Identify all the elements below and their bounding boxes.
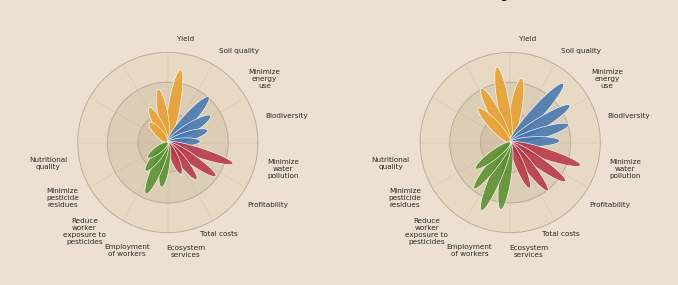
Polygon shape bbox=[510, 142, 565, 182]
Polygon shape bbox=[475, 142, 511, 169]
Polygon shape bbox=[498, 142, 513, 209]
Polygon shape bbox=[420, 52, 600, 233]
Polygon shape bbox=[167, 141, 233, 165]
Polygon shape bbox=[145, 142, 169, 194]
Polygon shape bbox=[149, 122, 168, 143]
Text: Minimize
energy
use: Minimize energy use bbox=[249, 69, 281, 89]
Text: Yield: Yield bbox=[177, 36, 194, 42]
Text: Ecosystem
services: Ecosystem services bbox=[508, 245, 548, 258]
Polygon shape bbox=[167, 115, 211, 143]
Text: Minimize
pesticide
residues: Minimize pesticide residues bbox=[388, 188, 422, 208]
Polygon shape bbox=[510, 141, 580, 166]
Polygon shape bbox=[481, 88, 511, 142]
Text: Soil quality: Soil quality bbox=[219, 48, 259, 54]
Polygon shape bbox=[147, 142, 168, 158]
Polygon shape bbox=[481, 113, 540, 172]
Text: Nutritional
quality: Nutritional quality bbox=[29, 157, 67, 170]
Polygon shape bbox=[145, 142, 168, 171]
Polygon shape bbox=[165, 70, 183, 142]
Polygon shape bbox=[167, 129, 207, 144]
Polygon shape bbox=[167, 97, 210, 143]
Polygon shape bbox=[510, 105, 570, 143]
Polygon shape bbox=[495, 67, 513, 142]
Polygon shape bbox=[157, 89, 170, 142]
Polygon shape bbox=[478, 108, 511, 143]
Text: Nutritional
quality: Nutritional quality bbox=[372, 157, 410, 170]
Text: Employment
of workers: Employment of workers bbox=[104, 244, 150, 257]
Polygon shape bbox=[78, 52, 258, 233]
Text: Reduce
worker
exposure to
pesticides: Reduce worker exposure to pesticides bbox=[63, 217, 106, 245]
Text: Profitability: Profitability bbox=[247, 201, 288, 208]
Polygon shape bbox=[510, 83, 563, 143]
Title: Conventional: Conventional bbox=[129, 0, 207, 1]
Polygon shape bbox=[510, 137, 560, 147]
Polygon shape bbox=[168, 138, 200, 146]
Text: Profitability: Profitability bbox=[590, 201, 631, 208]
Polygon shape bbox=[167, 142, 197, 180]
Text: Total costs: Total costs bbox=[542, 231, 580, 237]
Text: Reduce
worker
exposure to
pesticides: Reduce worker exposure to pesticides bbox=[405, 217, 448, 245]
Polygon shape bbox=[450, 82, 571, 203]
Text: Yield: Yield bbox=[519, 36, 536, 42]
Polygon shape bbox=[159, 142, 170, 187]
Text: Minimize
pesticide
residues: Minimize pesticide residues bbox=[46, 188, 79, 208]
Text: Minimize
energy
use: Minimize energy use bbox=[591, 69, 623, 89]
Polygon shape bbox=[480, 142, 511, 211]
Text: Employment
of workers: Employment of workers bbox=[447, 244, 492, 257]
Polygon shape bbox=[138, 113, 197, 172]
Text: Ecosystem
services: Ecosystem services bbox=[166, 245, 205, 258]
Polygon shape bbox=[510, 142, 549, 191]
Title: Organic: Organic bbox=[487, 0, 533, 1]
Polygon shape bbox=[107, 82, 228, 203]
Polygon shape bbox=[474, 142, 511, 189]
Polygon shape bbox=[167, 142, 182, 174]
Text: Total costs: Total costs bbox=[200, 231, 237, 237]
Polygon shape bbox=[509, 142, 530, 188]
Text: Biodiversity: Biodiversity bbox=[607, 113, 650, 119]
Text: Minimize
water
pollution: Minimize water pollution bbox=[267, 159, 299, 179]
Polygon shape bbox=[510, 123, 569, 144]
Polygon shape bbox=[167, 142, 216, 177]
Polygon shape bbox=[508, 79, 524, 142]
Text: Soil quality: Soil quality bbox=[561, 48, 601, 54]
Text: Minimize
water
pollution: Minimize water pollution bbox=[610, 159, 641, 179]
Polygon shape bbox=[148, 107, 169, 142]
Text: Biodiversity: Biodiversity bbox=[265, 113, 308, 119]
